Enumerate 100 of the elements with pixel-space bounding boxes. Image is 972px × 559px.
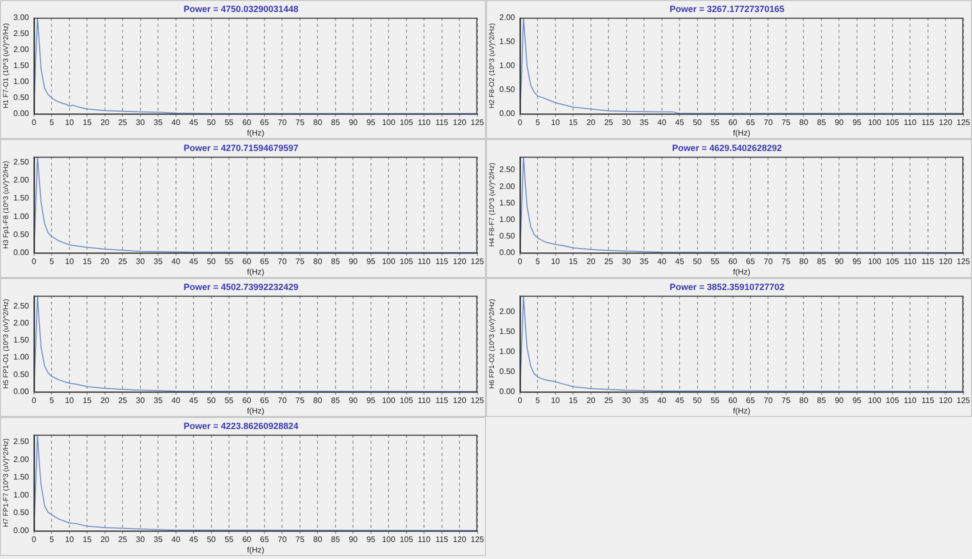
- chart-title: Power = 4223.86260928824: [184, 420, 298, 431]
- x-tick-label: 35: [640, 256, 650, 266]
- x-tick-label: 50: [692, 118, 702, 127]
- x-tick-label: 100: [382, 534, 396, 544]
- x-tick-label: 20: [586, 256, 596, 266]
- y-tick-label: 1.50: [13, 336, 30, 345]
- x-tick-label: 95: [852, 396, 862, 405]
- y-tick-label: 2.00: [13, 318, 30, 328]
- x-tick-label: 95: [366, 256, 376, 266]
- x-tick-label: 65: [260, 118, 270, 127]
- x-tick-label: 90: [348, 118, 358, 127]
- x-tick-label: 45: [675, 396, 685, 405]
- x-tick-label: 70: [764, 118, 774, 127]
- x-tick-label: 85: [331, 396, 340, 405]
- x-tick-label: 70: [278, 396, 288, 405]
- x-tick-label: 85: [817, 396, 826, 405]
- x-tick-label: 45: [189, 534, 199, 544]
- x-tick-label: 20: [100, 396, 110, 405]
- x-tick-label: 60: [242, 118, 252, 127]
- x-tick-label: 90: [348, 396, 358, 405]
- x-tick-label: 90: [834, 396, 844, 405]
- x-tick-label: 10: [64, 534, 74, 544]
- y-tick-label: 2.00: [13, 454, 30, 464]
- x-tick-label: 60: [242, 256, 252, 266]
- x-axis-title: f(Hz): [246, 267, 265, 276]
- y-tick-label: 0.00: [13, 109, 30, 118]
- y-tick-label: 1.50: [499, 37, 516, 46]
- x-tick-label: 95: [852, 256, 862, 266]
- x-tick-label: 5: [49, 534, 54, 544]
- x-tick-label: 105: [400, 118, 414, 127]
- x-tick-label: 120: [452, 396, 467, 405]
- x-tick-label: 90: [834, 118, 844, 127]
- y-tick-label: 2.50: [13, 157, 30, 166]
- x-tick-label: 50: [206, 118, 216, 127]
- x-tick-label: 70: [764, 396, 774, 405]
- x-tick-label: 65: [260, 534, 270, 544]
- x-tick-label: 10: [550, 256, 560, 266]
- x-tick-label: 110: [904, 256, 918, 266]
- x-tick-label: 100: [868, 396, 882, 405]
- x-tick-label: 85: [817, 256, 826, 266]
- y-tick-label: 0.00: [499, 387, 516, 396]
- y-tick-label: 2.00: [13, 45, 30, 54]
- x-tick-label: 50: [206, 534, 216, 544]
- x-tick-label: 75: [296, 118, 305, 127]
- x-tick-label: 50: [206, 256, 216, 266]
- x-tick-label: 90: [834, 256, 844, 266]
- y-tick-label: 0.00: [499, 109, 516, 118]
- x-tick-label: 15: [82, 256, 92, 266]
- x-tick-label: 55: [710, 118, 720, 127]
- y-tick-label: 1.50: [13, 61, 30, 70]
- x-axis-title: f(Hz): [732, 128, 751, 138]
- x-tick-label: 110: [418, 396, 432, 405]
- y-tick-label: 0.50: [499, 231, 516, 240]
- y-tick-label: 2.00: [499, 307, 516, 316]
- x-tick-label: 85: [331, 534, 340, 544]
- x-tick-label: 0: [32, 396, 37, 405]
- y-tick-label: 0.00: [13, 526, 30, 536]
- x-tick-label: 0: [32, 534, 37, 544]
- x-tick-label: 40: [657, 118, 667, 127]
- x-axis-title: f(Hz): [732, 267, 751, 276]
- x-tick-label: 5: [535, 256, 540, 266]
- x-tick-label: 35: [640, 396, 650, 405]
- x-axis-title: f(Hz): [246, 406, 265, 416]
- x-tick-label: 125: [956, 118, 971, 127]
- y-tick-label: 0.50: [499, 367, 516, 376]
- x-tick-label: 65: [746, 118, 756, 127]
- x-tick-label: 15: [568, 118, 578, 127]
- x-tick-label: 65: [746, 256, 756, 266]
- x-tick-label: 20: [586, 396, 596, 405]
- x-tick-label: 120: [452, 118, 467, 127]
- x-tick-label: 40: [171, 396, 181, 405]
- x-tick-label: 120: [938, 118, 953, 127]
- x-tick-label: 55: [224, 534, 234, 544]
- y-tick-label: 2.50: [13, 437, 30, 446]
- x-tick-label: 10: [64, 256, 74, 266]
- x-tick-label: 35: [154, 118, 164, 127]
- x-tick-label: 115: [921, 256, 935, 266]
- x-tick-label: 85: [817, 118, 826, 127]
- x-tick-label: 20: [100, 534, 110, 544]
- x-tick-label: 35: [640, 118, 650, 127]
- x-tick-label: 30: [136, 118, 146, 127]
- x-tick-label: 55: [224, 256, 234, 266]
- y-tick-label: 1.50: [13, 194, 30, 203]
- y-tick-label: 0.50: [499, 85, 516, 94]
- x-tick-label: 30: [136, 534, 146, 544]
- x-tick-label: 40: [171, 256, 181, 266]
- x-tick-label: 5: [49, 396, 54, 405]
- x-tick-label: 105: [400, 396, 414, 405]
- x-tick-label: 80: [313, 396, 323, 405]
- y-tick-label: 2.50: [13, 301, 30, 310]
- x-tick-label: 115: [921, 396, 935, 405]
- x-tick-label: 30: [622, 118, 632, 127]
- x-tick-label: 125: [470, 396, 485, 405]
- x-tick-label: 100: [868, 256, 882, 266]
- chart-title: Power = 4270.71594679597: [184, 142, 298, 153]
- x-tick-label: 45: [675, 118, 685, 127]
- y-tick-label: 2.50: [499, 165, 516, 174]
- x-tick-label: 95: [366, 396, 376, 405]
- x-tick-label: 100: [382, 396, 396, 405]
- x-tick-label: 115: [435, 534, 449, 544]
